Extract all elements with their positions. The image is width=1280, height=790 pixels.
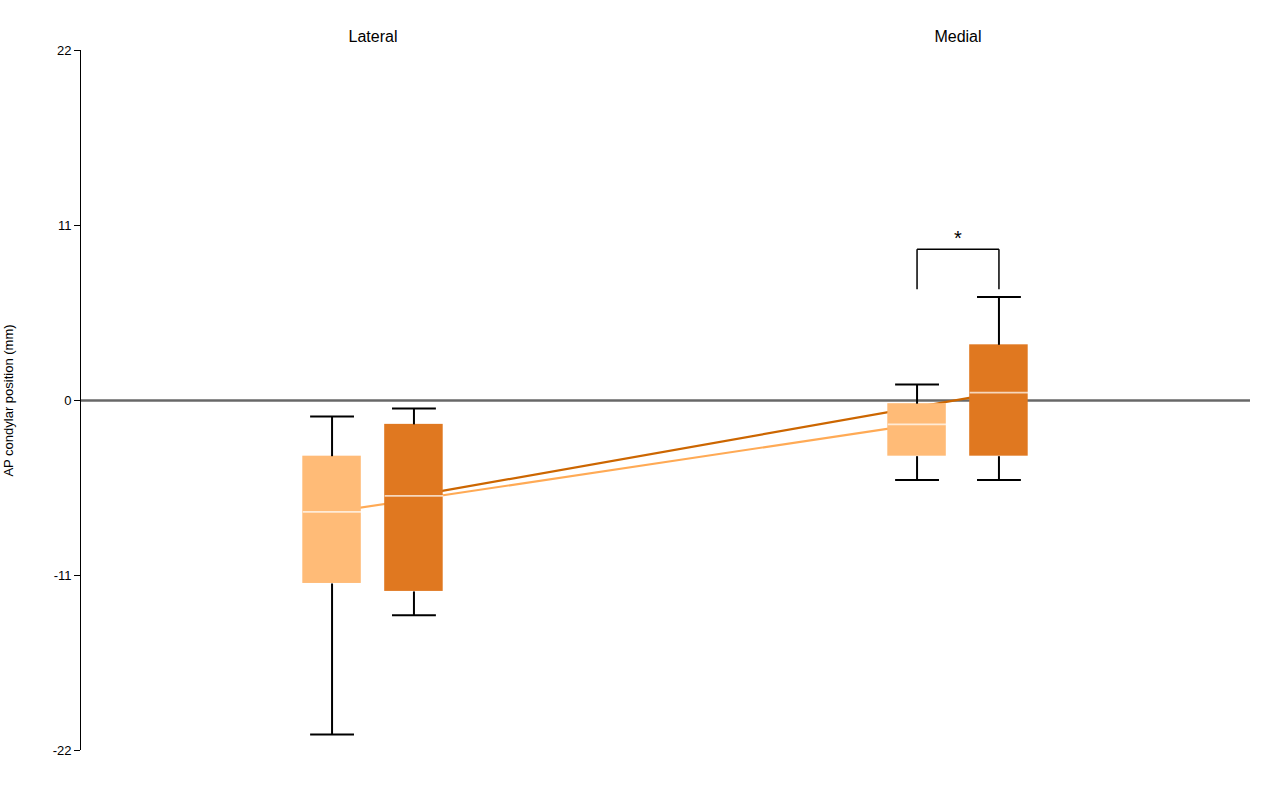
svg-text:Medial: Medial [934,28,981,45]
svg-text:*: * [954,227,962,249]
svg-text:-11: -11 [54,568,72,583]
svg-text:Lateral: Lateral [349,28,398,45]
svg-text:0: 0 [64,393,71,408]
svg-text:22: 22 [57,43,71,58]
svg-text:AP condylar position (mm): AP condylar position (mm) [1,324,16,476]
svg-text:-22: -22 [53,743,72,758]
svg-text:11: 11 [58,218,72,233]
